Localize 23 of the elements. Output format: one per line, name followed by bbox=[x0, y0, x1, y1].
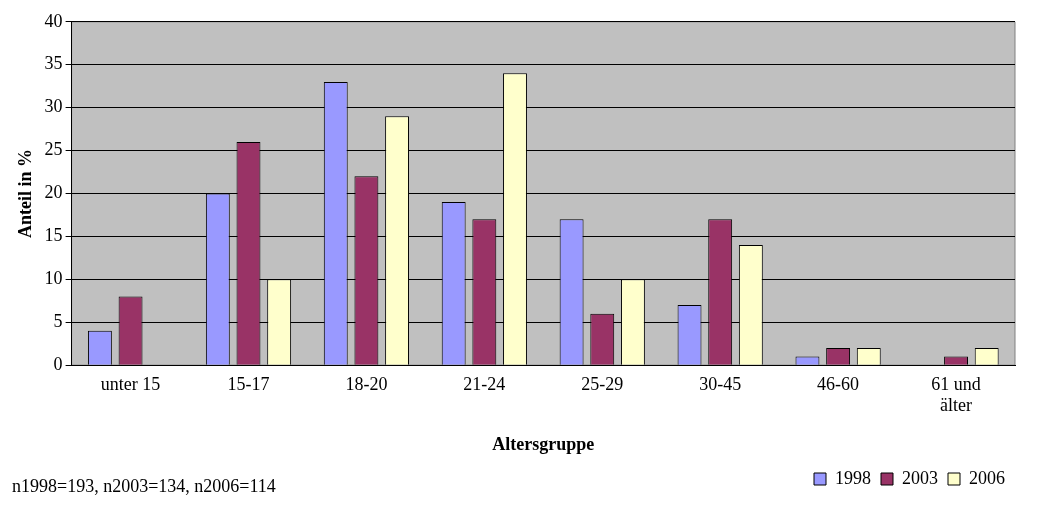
y-tick-label: 20 bbox=[44, 182, 63, 203]
x-tick-label: unter 15 bbox=[100, 373, 161, 394]
y-tick-label: 40 bbox=[44, 10, 63, 31]
y-tick-label: 35 bbox=[44, 53, 63, 74]
y-axis-title: Anteil in % bbox=[15, 148, 36, 239]
x-tick-label: 18-20 bbox=[345, 373, 388, 394]
x-tick-label: 46-60 bbox=[817, 373, 860, 394]
y-tick-label: 25 bbox=[44, 139, 63, 160]
legend-label: 2003 bbox=[902, 467, 938, 488]
x-tick-label: 61 und älter bbox=[931, 373, 981, 416]
y-tick-label: 5 bbox=[53, 311, 63, 332]
x-tick-label: 30-45 bbox=[699, 373, 742, 394]
y-tick-label: 0 bbox=[53, 353, 63, 374]
legend-label: 2006 bbox=[969, 467, 1005, 488]
x-tick-label: 25-29 bbox=[581, 373, 624, 394]
x-tick-label: 15-17 bbox=[227, 373, 270, 394]
x-axis-title: Altersgruppe bbox=[492, 433, 595, 454]
y-tick-label: 30 bbox=[44, 96, 63, 117]
text: n1998=193, n2003=134, n2006=114 bbox=[12, 475, 276, 496]
legend-label: 1998 bbox=[835, 467, 871, 488]
y-tick-label: 10 bbox=[44, 268, 63, 289]
x-tick-label: 21-24 bbox=[463, 373, 506, 394]
y-tick-label: 15 bbox=[44, 225, 63, 246]
